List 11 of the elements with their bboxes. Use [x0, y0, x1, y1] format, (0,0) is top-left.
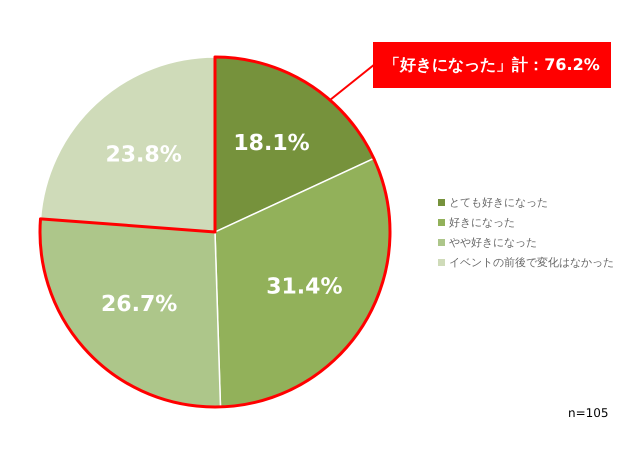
data-label: 18.1% [233, 131, 310, 156]
text: 「好きになった」計：76.2% [373, 42, 611, 88]
data-label: 26.7% [100, 292, 178, 318]
pie-slice [40, 56, 216, 233]
data-label: 23.8% [105, 142, 182, 168]
legend-label: 好きになった [449, 216, 515, 229]
text: n=105 [568, 406, 609, 420]
legend-label: やや好きになった [449, 236, 537, 249]
legend-label: とても好きになった [449, 196, 548, 209]
legend-label: イベントの前後で変化はなかった [449, 256, 614, 269]
data-label: 31.4% [266, 274, 343, 300]
